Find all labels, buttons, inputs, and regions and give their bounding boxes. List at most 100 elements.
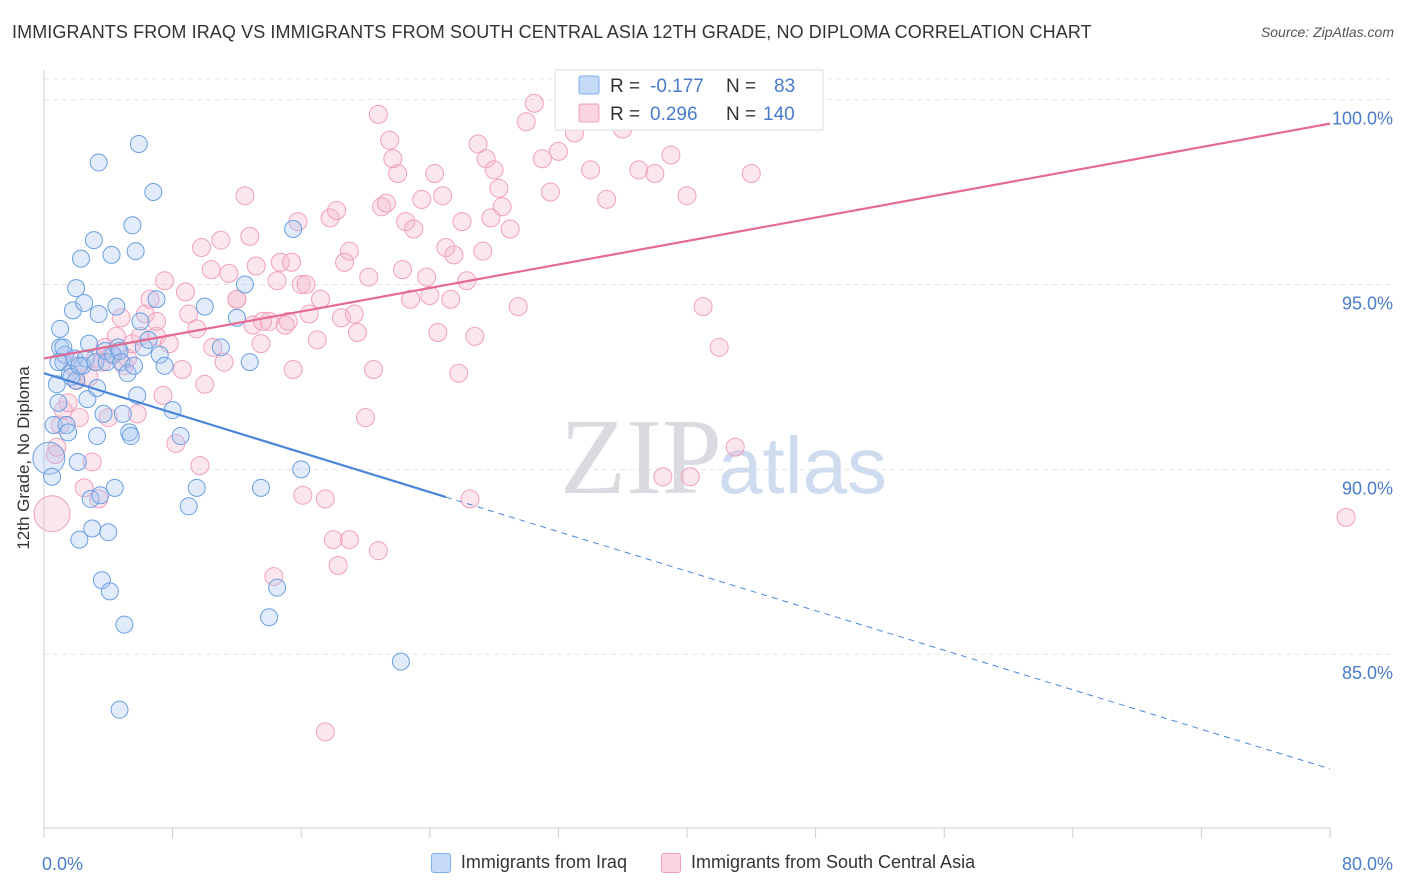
legend-r-value-sca: 0.296 xyxy=(650,104,698,125)
data-point-south-central-asia xyxy=(368,104,388,124)
data-point-iraq xyxy=(144,183,163,202)
data-point-south-central-asia xyxy=(460,489,480,509)
data-point-south-central-asia xyxy=(452,212,472,232)
data-point-south-central-asia xyxy=(581,160,601,180)
data-point-iraq xyxy=(83,519,102,538)
series-iraq xyxy=(32,134,410,719)
data-point-south-central-asia xyxy=(344,304,364,324)
data-point-south-central-asia xyxy=(468,134,488,154)
data-point-south-central-asia xyxy=(339,241,359,261)
legend-r-value-iraq: -0.177 xyxy=(650,76,704,97)
data-point-south-central-asia xyxy=(428,323,448,343)
data-point-south-central-asia xyxy=(524,93,544,113)
data-point-south-central-asia xyxy=(441,289,461,309)
data-point-south-central-asia xyxy=(323,530,343,550)
data-point-iraq xyxy=(121,427,140,446)
data-point-south-central-asia xyxy=(417,267,437,287)
data-point-iraq xyxy=(44,415,63,434)
data-point-iraq xyxy=(89,153,108,172)
legend-n-value-sca: 140 xyxy=(763,104,795,125)
legend-label-iraq: Immigrants from Iraq xyxy=(460,852,627,872)
data-point-iraq xyxy=(147,290,166,309)
data-point-south-central-asia xyxy=(473,241,493,261)
data-point-iraq xyxy=(179,497,198,516)
data-point-iraq xyxy=(63,301,82,320)
legend-swatch-sca xyxy=(660,852,681,873)
data-point-south-central-asia xyxy=(489,178,509,198)
tick-labels: 85.0% 90.0% 95.0% 100.0% 0.0% 80.0% xyxy=(42,109,1393,874)
legend-r-label: R = xyxy=(610,76,640,97)
data-point-south-central-asia xyxy=(356,408,375,428)
data-point-south-central-asia xyxy=(645,164,665,184)
data-point-south-central-asia xyxy=(291,274,311,294)
data-point-south-central-asia xyxy=(251,334,271,354)
data-point-iraq xyxy=(51,319,70,338)
data-point-iraq xyxy=(97,353,116,372)
legend-r-label: R = xyxy=(610,104,640,125)
data-point-south-central-asia xyxy=(359,267,379,287)
data-point-south-central-asia xyxy=(201,260,221,280)
data-point-south-central-asia xyxy=(433,186,453,206)
data-point-south-central-asia xyxy=(532,149,552,169)
data-point-iraq xyxy=(110,342,129,361)
data-point-iraq xyxy=(57,415,76,434)
data-point-iraq xyxy=(125,356,144,375)
data-point-south-central-asia xyxy=(327,201,347,221)
data-point-south-central-asia xyxy=(219,263,239,283)
data-point-south-central-asia xyxy=(253,311,273,331)
trend-line-iraq-extension xyxy=(445,496,1331,770)
data-point-south-central-asia xyxy=(709,337,729,357)
data-point-south-central-asia xyxy=(500,219,520,239)
data-point-south-central-asia xyxy=(404,219,424,239)
data-point-iraq xyxy=(67,279,86,298)
data-point-iraq xyxy=(115,615,134,634)
data-point-south-central-asia xyxy=(328,555,348,575)
data-point-south-central-asia xyxy=(376,193,396,213)
data-point-south-central-asia xyxy=(293,485,313,505)
data-point-south-central-asia xyxy=(396,212,416,232)
data-point-iraq xyxy=(110,700,129,719)
data-point-south-central-asia xyxy=(214,352,234,372)
data-point-south-central-asia xyxy=(192,237,212,257)
data-point-south-central-asia xyxy=(283,360,303,380)
data-point-iraq xyxy=(113,404,132,423)
data-point-south-central-asia xyxy=(140,289,160,309)
data-point-iraq xyxy=(49,353,68,372)
data-point-south-central-asia xyxy=(383,149,403,169)
data-point-south-central-asia xyxy=(58,393,78,413)
data-point-iraq xyxy=(105,478,124,497)
data-point-south-central-asia xyxy=(725,437,745,457)
legend-n-value-iraq: 83 xyxy=(774,76,795,97)
data-point-iraq xyxy=(94,404,113,423)
data-point-south-central-asia xyxy=(227,289,247,309)
data-point-south-central-asia xyxy=(412,189,432,209)
data-point-iraq xyxy=(235,275,254,294)
data-point-iraq xyxy=(292,460,311,479)
data-point-iraq xyxy=(171,427,190,446)
data-point-iraq xyxy=(150,345,169,364)
legend-swatch-iraq xyxy=(430,852,451,873)
trend-line-south-central-asia xyxy=(43,122,1331,360)
data-point-south-central-asia xyxy=(264,567,284,587)
data-point-iraq xyxy=(123,216,142,235)
data-point-south-central-asia xyxy=(127,404,147,424)
y-tick-label: 100.0% xyxy=(1332,109,1393,129)
data-point-south-central-asia xyxy=(476,149,496,169)
data-point-south-central-asia xyxy=(693,297,713,317)
data-point-iraq xyxy=(240,353,259,372)
data-point-south-central-asia xyxy=(680,467,700,487)
data-point-iraq xyxy=(59,423,78,442)
data-point-south-central-asia xyxy=(392,260,412,280)
data-point-iraq xyxy=(49,393,68,412)
data-point-iraq xyxy=(391,652,410,671)
source-label: Source: ZipAtlas.com xyxy=(1260,24,1394,40)
data-point-south-central-asia xyxy=(270,252,290,272)
data-point-south-central-asia xyxy=(179,304,199,324)
data-point-iraq xyxy=(284,219,303,238)
data-point-south-central-asia xyxy=(33,495,71,533)
data-point-iraq xyxy=(81,489,100,508)
data-point-south-central-asia xyxy=(320,208,340,228)
data-point-south-central-asia xyxy=(1336,507,1356,527)
data-point-south-central-asia xyxy=(195,374,215,394)
